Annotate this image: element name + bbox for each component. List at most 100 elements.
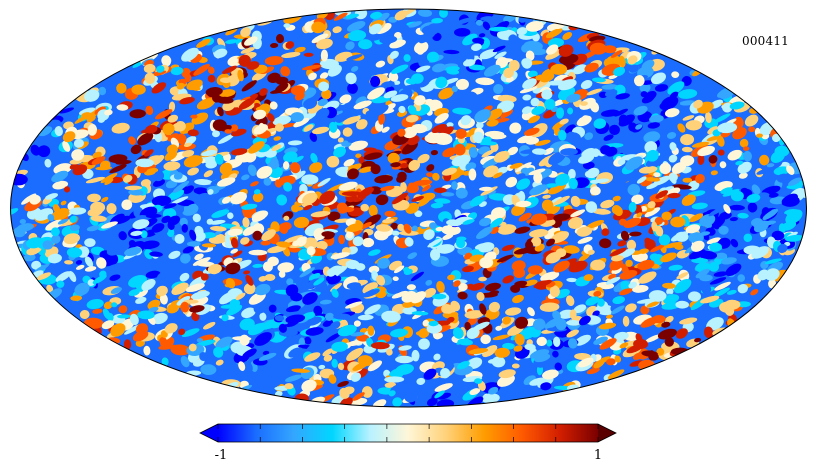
field-blob — [212, 130, 220, 138]
field-blob — [361, 386, 373, 398]
field-blob — [262, 350, 270, 355]
field-blob — [171, 196, 189, 205]
field-blob — [426, 397, 438, 407]
field-blob — [605, 276, 621, 285]
field-blob — [90, 215, 107, 222]
field-blob — [129, 109, 146, 119]
field-blob — [161, 215, 171, 224]
field-blob — [546, 28, 563, 39]
field-blob — [315, 108, 330, 120]
field-blob — [36, 272, 51, 281]
field-blob — [544, 317, 561, 330]
field-blob — [393, 80, 401, 85]
field-blob — [377, 257, 390, 269]
field-blob — [265, 376, 282, 387]
field-blob — [272, 115, 292, 126]
field-blob — [230, 237, 239, 249]
field-blob — [446, 316, 455, 323]
field-blob — [430, 149, 438, 156]
field-blob — [369, 23, 382, 35]
field-blob — [217, 134, 234, 144]
field-blob — [603, 134, 614, 141]
field-blob — [205, 161, 217, 169]
field-blob — [508, 60, 520, 72]
field-blob — [291, 204, 300, 213]
field-blob — [342, 127, 353, 137]
field-blob — [555, 318, 567, 331]
field-blob — [411, 349, 420, 362]
field-blob — [291, 368, 310, 373]
field-blob — [625, 303, 637, 313]
field-blob — [513, 267, 526, 279]
field-blob — [361, 221, 372, 229]
field-blob — [744, 114, 759, 127]
field-blob — [411, 225, 418, 232]
field-blob — [566, 93, 581, 103]
field-blob — [786, 165, 795, 175]
field-blob — [513, 345, 523, 352]
field-blob — [86, 225, 100, 232]
field-blob — [241, 80, 257, 92]
field-blob — [493, 150, 510, 163]
field-blob — [406, 284, 416, 291]
field-blob — [743, 233, 753, 243]
field-blob — [78, 107, 96, 115]
field-blob — [472, 37, 485, 44]
field-blob — [276, 241, 291, 248]
field-blob — [573, 304, 587, 314]
field-blob — [86, 299, 104, 310]
field-blob — [492, 334, 510, 341]
field-blob — [71, 149, 85, 161]
field-blob — [713, 271, 728, 277]
field-blob — [238, 97, 256, 110]
field-blob — [620, 230, 630, 241]
field-blob — [400, 181, 407, 192]
field-blob — [270, 42, 279, 49]
field-blob — [396, 174, 407, 183]
field-blob — [253, 189, 261, 195]
field-blob — [598, 322, 617, 330]
colorbar-ticks — [217, 424, 599, 442]
field-blob — [353, 100, 372, 110]
field-blob — [647, 122, 660, 129]
field-blob — [254, 332, 272, 346]
field-blob — [310, 153, 318, 163]
field-blob — [431, 123, 448, 134]
field-blob — [148, 155, 163, 162]
field-blob — [525, 137, 540, 145]
field-blob — [628, 281, 637, 289]
field-blob — [332, 26, 342, 34]
field-blob — [382, 218, 395, 224]
field-blob — [368, 249, 381, 256]
field-blob — [486, 108, 503, 121]
field-blob — [708, 207, 723, 217]
field-blob — [331, 288, 339, 298]
field-blob — [455, 17, 473, 25]
field-blob — [313, 227, 326, 241]
field-blob — [225, 278, 236, 289]
field-blob — [450, 300, 461, 312]
field-blob — [30, 144, 41, 156]
field-blob — [392, 397, 403, 407]
field-blob — [62, 140, 71, 152]
field-blob — [646, 301, 660, 308]
field-blob — [375, 60, 386, 68]
field-blob — [737, 274, 746, 282]
field-blob — [661, 211, 672, 221]
field-blob — [220, 304, 239, 309]
field-blob — [615, 93, 630, 100]
field-blob — [241, 203, 258, 210]
field-blob — [765, 187, 773, 193]
field-blob — [350, 331, 365, 337]
field-blob — [224, 129, 232, 134]
field-blob — [44, 158, 52, 168]
field-blob — [124, 185, 142, 191]
field-blob — [164, 323, 178, 334]
field-blob — [213, 48, 228, 58]
colorbar-max-label: 1 — [593, 448, 603, 463]
field-blob — [339, 387, 350, 399]
field-blob — [116, 104, 129, 111]
field-blob — [718, 225, 729, 235]
field-blob — [124, 246, 142, 257]
field-blob — [677, 89, 698, 99]
